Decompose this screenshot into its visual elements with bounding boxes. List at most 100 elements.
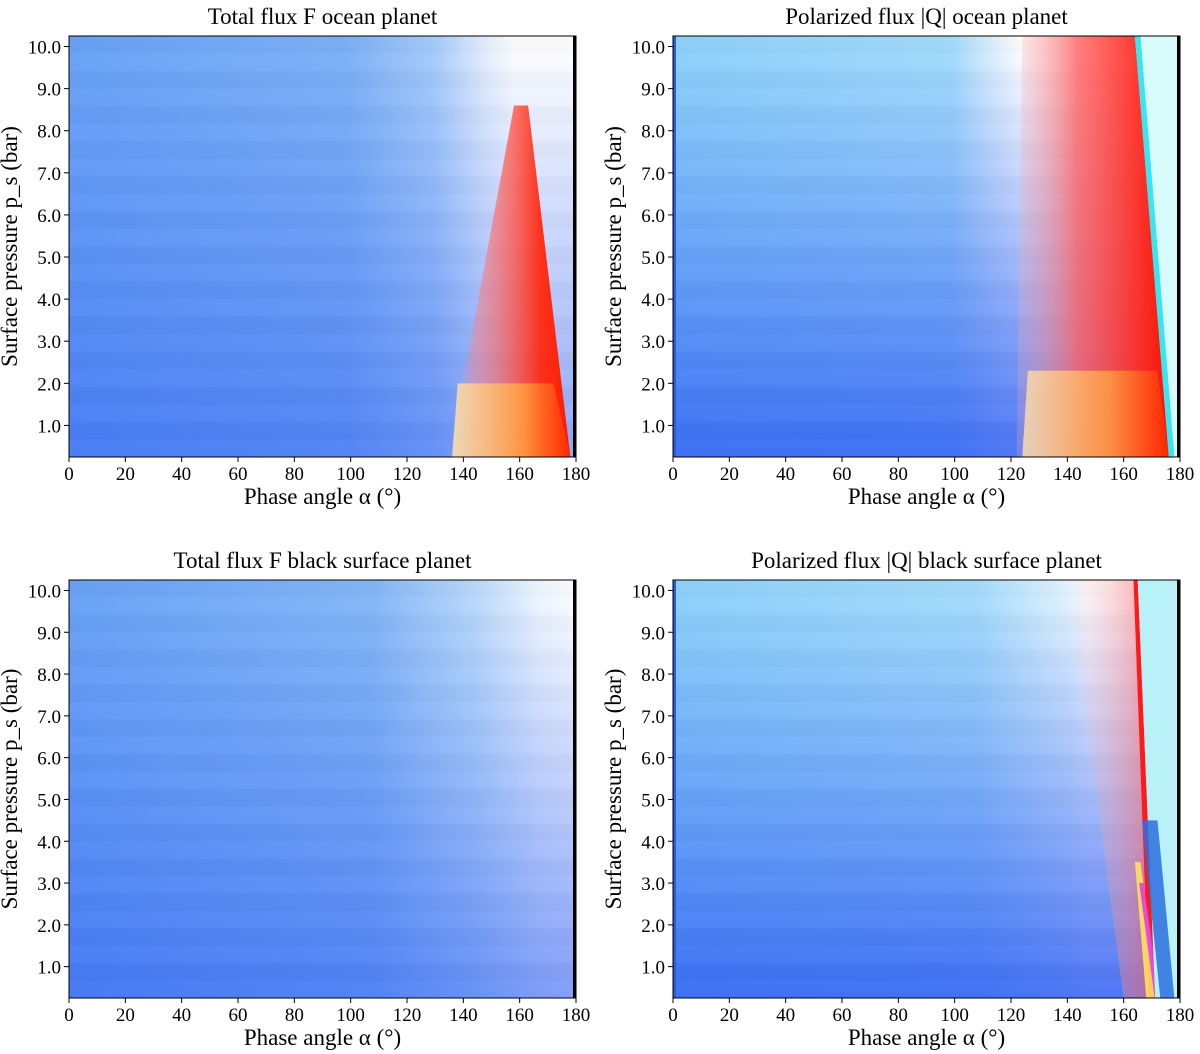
heatmap-row: [69, 841, 576, 858]
x-tick-label: 40: [776, 1005, 795, 1026]
heatmap-row: [69, 772, 576, 789]
alpha-180-edge: [1177, 36, 1180, 457]
y-tick-label: 5.0: [37, 790, 61, 811]
x-tick-label: 80: [285, 464, 304, 485]
heatmap-row: [69, 615, 576, 632]
y-tick-label: 5.0: [641, 790, 665, 811]
x-tick-label: 100: [940, 1005, 969, 1026]
y-tick-label: 4.0: [641, 290, 665, 311]
chart-title: Total flux F ocean planet: [208, 4, 438, 29]
heatmap-row: [69, 685, 576, 702]
y-tick-label: 10.0: [28, 38, 61, 59]
pale-cyan-region: [1140, 36, 1180, 457]
x-tick-label: 0: [668, 464, 678, 485]
peak-region: [452, 383, 571, 457]
x-tick-label: 40: [172, 464, 191, 485]
x-tick-label: 140: [1053, 464, 1082, 485]
heatmap-row: [69, 36, 576, 54]
heatmap-row: [673, 981, 1180, 998]
x-tick-label: 60: [229, 464, 248, 485]
y-tick-label: 6.0: [37, 749, 61, 770]
y-tick-label: 9.0: [641, 80, 665, 101]
heatmap-row: [69, 54, 576, 72]
x-tick-label: 120: [997, 464, 1026, 485]
y-tick-label: 6.0: [641, 206, 665, 227]
cyan-region: [1137, 580, 1180, 998]
heatmap-row: [69, 124, 576, 142]
x-tick-label: 100: [336, 1005, 365, 1026]
x-tick-label: 100: [336, 464, 365, 485]
pink-region: [1067, 580, 1152, 998]
alpha-180-edge: [1177, 580, 1180, 998]
y-axis-label: Surface pressure p_s (bar): [0, 126, 22, 367]
y-axis-label: Surface pressure p_s (bar): [601, 669, 626, 910]
y-tick-label: 8.0: [37, 122, 61, 143]
heatmap-row: [69, 946, 576, 963]
axes-frame: [672, 579, 1181, 999]
x-tick-label: 100: [940, 464, 969, 485]
heatmap-row: [69, 859, 576, 876]
left-edge-band: [673, 580, 676, 998]
y-tick-label: 3.0: [37, 874, 61, 895]
y-tick-label: 7.0: [641, 707, 665, 728]
heatmap-row: [69, 789, 576, 806]
heatmap-row: [69, 911, 576, 928]
y-axis-label: Surface pressure p_s (bar): [0, 669, 22, 910]
x-tick-label: 40: [776, 464, 795, 485]
heatmap-3: [69, 580, 576, 998]
y-tick-label: 9.0: [37, 80, 61, 101]
panel-2: Polarized flux |Q| ocean planet 0 20 40 60 80…: [601, 4, 1194, 509]
heatmap-row: [69, 159, 576, 177]
y-tick-label: 5.0: [641, 248, 665, 269]
heatmap-row: [673, 928, 1180, 945]
heatmap-row: [69, 754, 576, 771]
y-tick-label: 1.0: [37, 958, 61, 979]
heatmap-row: [69, 89, 576, 107]
y-tick-label: 4.0: [37, 832, 61, 853]
red-region: [449, 105, 571, 457]
heatmap-row: [69, 719, 576, 736]
x-tick-label: 60: [833, 464, 852, 485]
y-tick-label: 8.0: [37, 665, 61, 686]
y-tick-label: 1.0: [37, 416, 61, 437]
y-tick-label: 9.0: [641, 623, 665, 644]
heatmap-row: [69, 737, 576, 754]
x-tick-label: 180: [562, 464, 591, 485]
x-tick-label: 160: [505, 464, 534, 485]
x-tick-label: 140: [449, 464, 478, 485]
panel-1: Total flux F ocean planet 0 20 40 60 80 100 120…: [0, 4, 590, 509]
y-tick-label: 3.0: [641, 874, 665, 895]
x-tick-label: 180: [562, 1005, 591, 1026]
x-axis-label: Phase angle α (°): [244, 1025, 401, 1050]
heatmap-row: [69, 597, 576, 614]
x-tick-label: 120: [997, 1005, 1026, 1026]
y-tick-label: 4.0: [37, 290, 61, 311]
y-tick-label: 7.0: [641, 164, 665, 185]
x-tick-label: 0: [64, 464, 74, 485]
x-tick-label: 80: [889, 464, 908, 485]
x-tick-label: 80: [889, 1005, 908, 1026]
y-tick-label: 7.0: [37, 164, 61, 185]
y-tick-label: 1.0: [641, 958, 665, 979]
y-tick-label: 3.0: [641, 332, 665, 353]
heatmap-row: [69, 981, 576, 998]
x-tick-label: 120: [393, 464, 422, 485]
x-tick-label: 20: [720, 464, 739, 485]
y-tick-label: 2.0: [37, 374, 61, 395]
axes-frame: [68, 579, 577, 999]
heatmap-row: [673, 963, 1180, 980]
panel-3: Total flux F black surface planet 0 20 40 60…: [0, 548, 590, 1050]
x-tick-label: 60: [833, 1005, 852, 1026]
y-tick-label: 6.0: [37, 206, 61, 227]
alpha-180-edge: [573, 36, 576, 457]
heatmap-pressure-shade: [69, 580, 576, 998]
x-axis-label: Phase angle α (°): [848, 1025, 1005, 1050]
x-tick-label: 180: [1166, 464, 1195, 485]
x-tick-label: 20: [116, 464, 135, 485]
y-tick-label: 2.0: [37, 916, 61, 937]
y-tick-label: 8.0: [641, 665, 665, 686]
heatmap-4: [673, 580, 1180, 998]
peak-region: [1022, 370, 1169, 457]
heatmap-row: [69, 580, 576, 597]
y-tick-label: 9.0: [37, 623, 61, 644]
